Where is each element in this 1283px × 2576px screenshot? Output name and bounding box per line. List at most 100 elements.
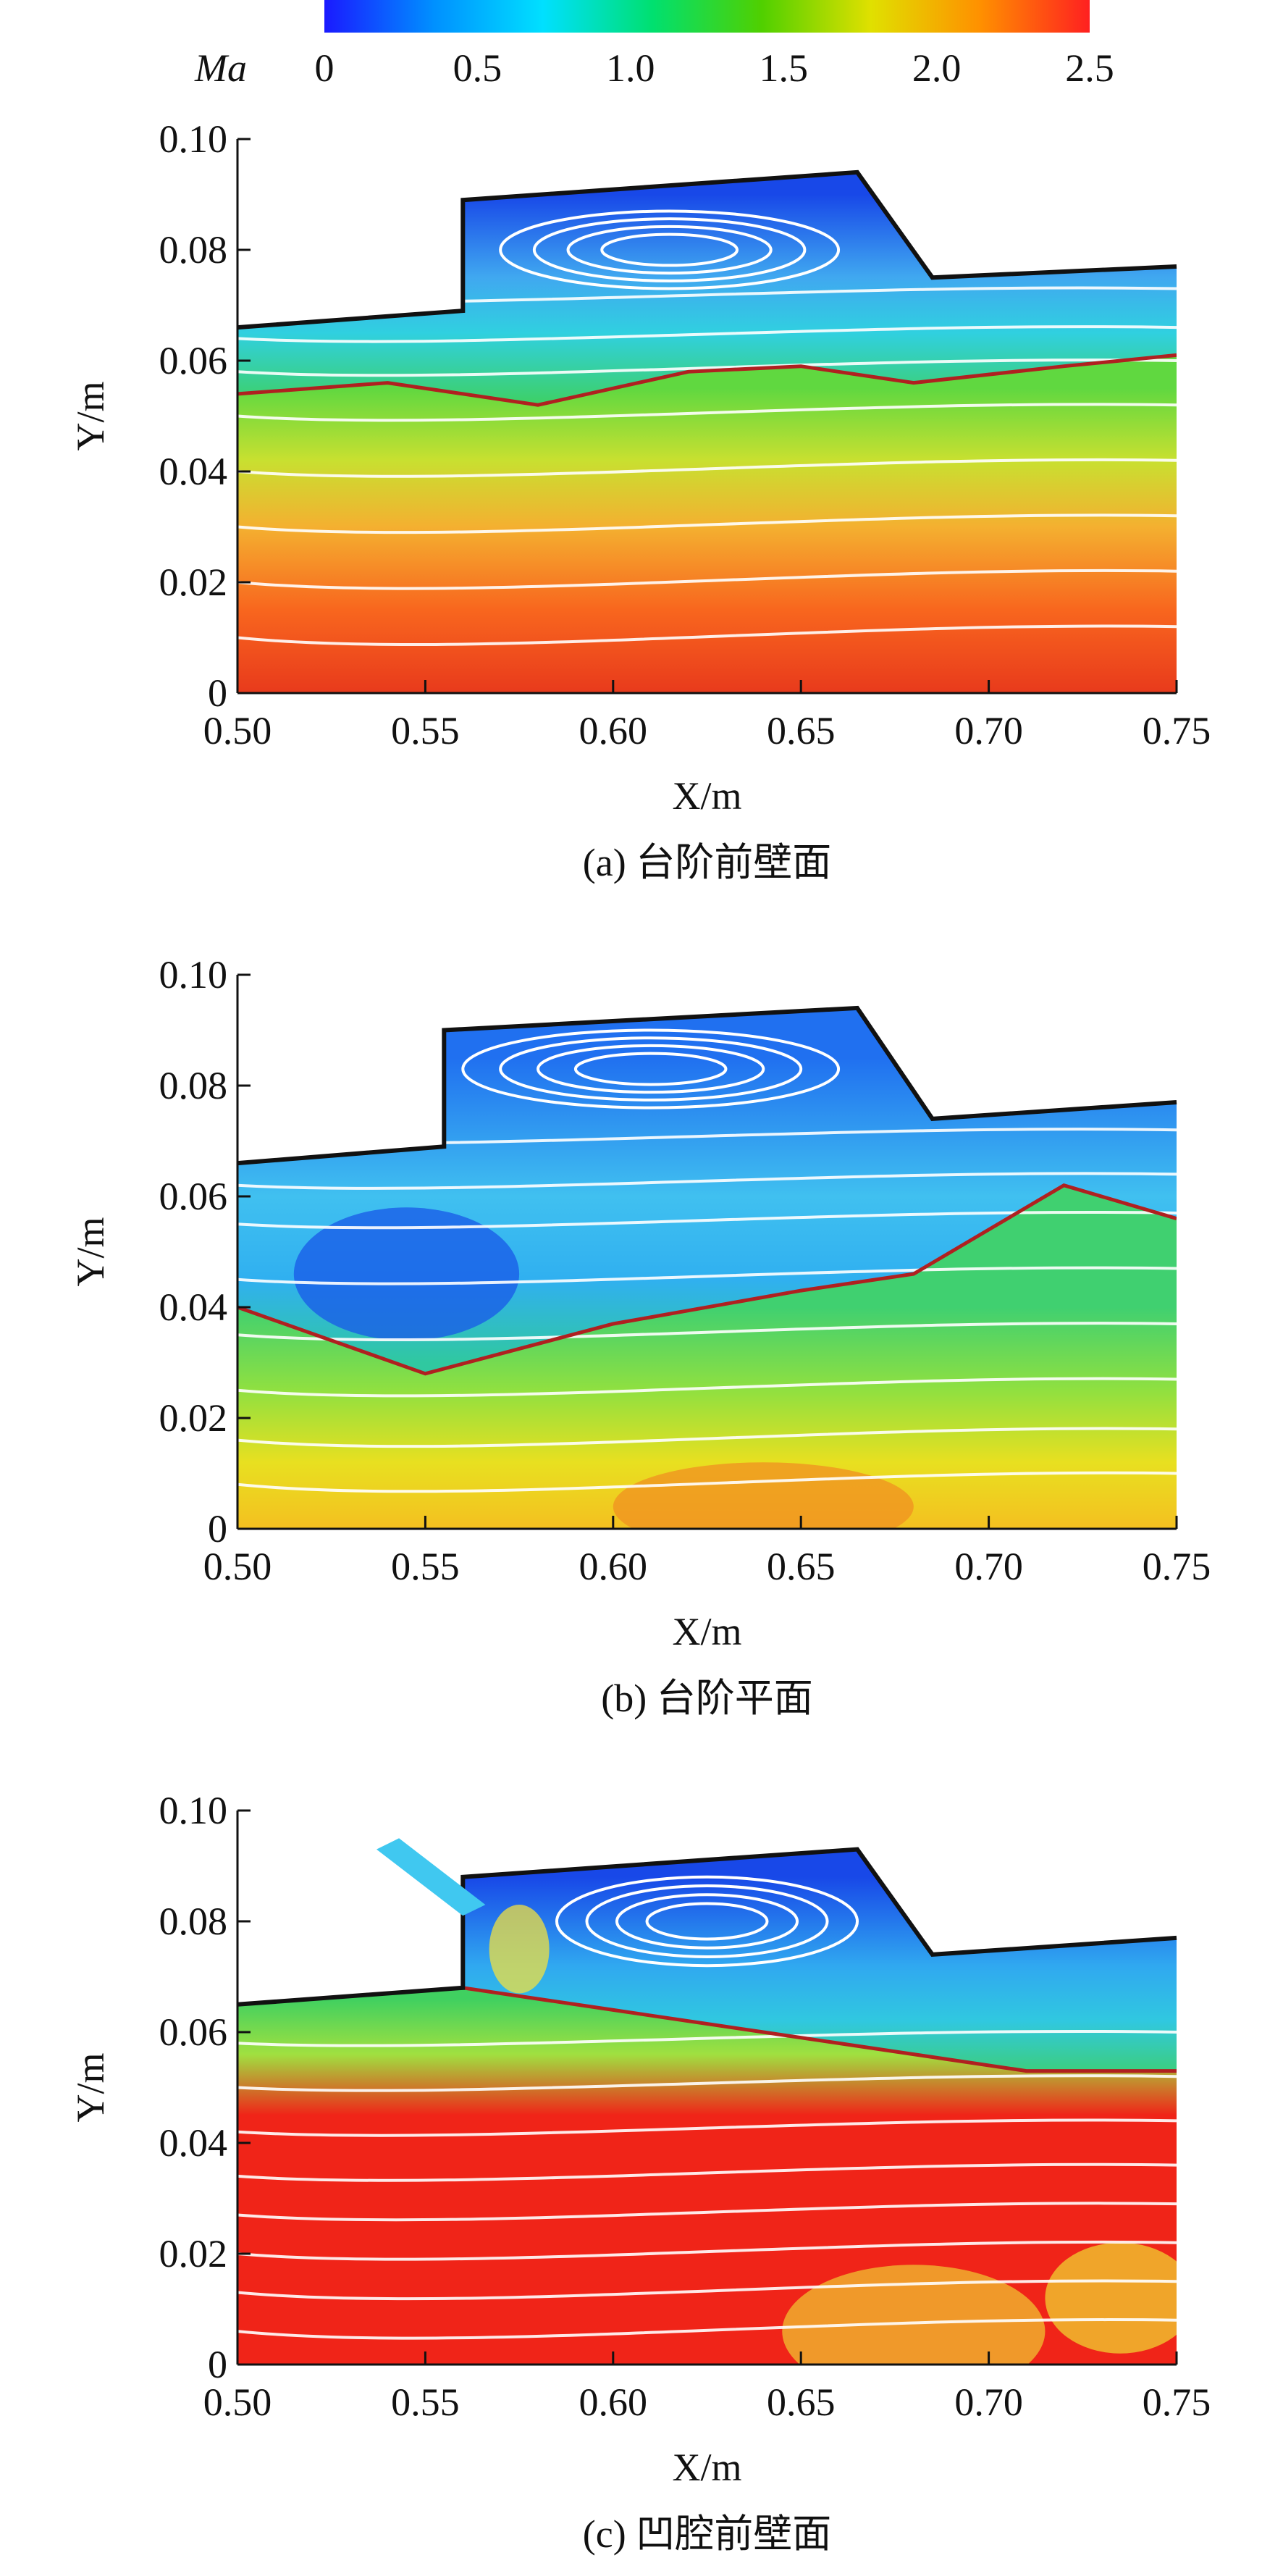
y-tick-label: 0.02 bbox=[159, 2232, 228, 2275]
streamline bbox=[237, 2162, 1177, 2182]
y-tick-label: 0.10 bbox=[159, 117, 228, 161]
streamline bbox=[237, 458, 1177, 478]
injector bbox=[377, 1838, 486, 1916]
y-tick-label: 0.10 bbox=[159, 953, 228, 997]
vortex-streamline bbox=[532, 217, 807, 282]
caption: (a) 台阶前壁面 bbox=[583, 841, 831, 884]
y-tick-label: 0 bbox=[208, 671, 227, 715]
sonic-line bbox=[237, 353, 1177, 407]
x-axis-label: X/m bbox=[672, 774, 741, 818]
colorbar-label: Ma bbox=[194, 46, 247, 90]
y-axis-label: Y/m bbox=[69, 381, 112, 450]
vortex-streamline bbox=[555, 1875, 859, 1968]
streamline bbox=[237, 513, 1177, 534]
y-tick-label: 0.06 bbox=[159, 1175, 228, 1218]
caption: (b) 台阶平面 bbox=[601, 1677, 812, 1720]
colorbar-tick-label: 1.5 bbox=[759, 46, 808, 90]
streamline bbox=[237, 2240, 1177, 2261]
streamline bbox=[237, 358, 1177, 377]
vortex-streamline bbox=[499, 1036, 803, 1102]
x-tick-label: 0.75 bbox=[1143, 709, 1211, 752]
streamline bbox=[237, 1377, 1177, 1398]
flow-field bbox=[237, 1007, 1177, 1529]
vortex-streamline bbox=[600, 232, 739, 267]
x-tick-label: 0.75 bbox=[1143, 1545, 1211, 1588]
streamline bbox=[237, 2118, 1177, 2137]
x-tick-label: 0.60 bbox=[579, 709, 648, 752]
y-tick-label: 0.10 bbox=[159, 1789, 228, 1832]
colorbar-tick-label: 0 bbox=[315, 46, 335, 90]
hot-region bbox=[237, 1185, 1177, 1529]
vortex-streamline bbox=[615, 1893, 799, 1950]
streamline bbox=[237, 403, 1177, 422]
streamline bbox=[237, 1211, 1177, 1230]
y-tick-label: 0.02 bbox=[159, 1396, 228, 1440]
y-axis-label: Y/m bbox=[69, 2052, 112, 2122]
wall bbox=[237, 169, 1177, 330]
y-tick-label: 0.08 bbox=[159, 1064, 228, 1107]
vortex-streamline bbox=[537, 1044, 765, 1094]
vortex-streamline bbox=[461, 1028, 841, 1109]
streamline bbox=[237, 2318, 1177, 2340]
streamline bbox=[237, 1471, 1177, 1493]
y-tick-label: 0.06 bbox=[159, 2010, 228, 2054]
vortex-streamline bbox=[645, 1902, 769, 1941]
flow-blob bbox=[293, 1207, 520, 1341]
y-axis-label: Y/m bbox=[69, 1217, 112, 1286]
x-tick-label: 0.70 bbox=[954, 2380, 1023, 2424]
flow-blob bbox=[489, 1905, 550, 1994]
x-tick-label: 0.65 bbox=[767, 1545, 836, 1588]
streamline bbox=[237, 2029, 1177, 2047]
y-tick-label: 0.02 bbox=[159, 561, 228, 604]
x-axis-label: X/m bbox=[672, 2446, 741, 2489]
sonic-line bbox=[462, 1986, 1177, 2073]
wall bbox=[237, 1847, 1177, 2007]
vortex-streamline bbox=[573, 1052, 728, 1086]
x-tick-label: 0.75 bbox=[1143, 2380, 1211, 2424]
flow-field bbox=[237, 1849, 1177, 2365]
streamline bbox=[237, 1322, 1177, 1342]
vortex-streamline bbox=[585, 1884, 829, 1958]
y-tick-label: 0.08 bbox=[159, 228, 228, 272]
streamline bbox=[237, 1427, 1177, 1448]
streamline bbox=[237, 1266, 1177, 1285]
x-tick-label: 0.50 bbox=[203, 709, 272, 752]
x-tick-label: 0.60 bbox=[579, 1545, 648, 1588]
vortex-streamline bbox=[566, 225, 773, 275]
flow-field bbox=[237, 172, 1177, 693]
y-tick-label: 0.08 bbox=[159, 1900, 228, 1943]
y-tick-label: 0.06 bbox=[159, 339, 228, 382]
flow-blob bbox=[613, 1462, 914, 1529]
y-tick-label: 0 bbox=[208, 1507, 227, 1551]
colorbar-tick-label: 0.5 bbox=[453, 46, 502, 90]
x-tick-label: 0.70 bbox=[954, 1545, 1023, 1588]
streamline bbox=[237, 1172, 1177, 1190]
x-tick-label: 0.55 bbox=[391, 2380, 460, 2424]
flow-blob bbox=[1045, 2242, 1177, 2354]
x-axis-label: X/m bbox=[672, 1610, 741, 1653]
y-tick-label: 0.04 bbox=[159, 450, 228, 493]
flow-blob bbox=[782, 2265, 1046, 2365]
y-tick-label: 0.04 bbox=[159, 2121, 228, 2165]
streamline bbox=[237, 2074, 1177, 2092]
x-tick-label: 0.65 bbox=[767, 709, 836, 752]
streamline bbox=[237, 2202, 1177, 2222]
colorbar bbox=[324, 0, 1090, 33]
streamline bbox=[237, 569, 1177, 590]
x-tick-label: 0.55 bbox=[391, 709, 460, 752]
x-tick-label: 0.60 bbox=[579, 2380, 648, 2424]
streamline bbox=[237, 624, 1177, 647]
y-tick-label: 0 bbox=[208, 2343, 227, 2386]
x-tick-label: 0.50 bbox=[203, 2380, 272, 2424]
x-tick-label: 0.70 bbox=[954, 709, 1023, 752]
sonic-line bbox=[237, 1183, 1177, 1376]
x-tick-label: 0.55 bbox=[391, 1545, 460, 1588]
colorbar-tick-label: 2.5 bbox=[1065, 46, 1114, 90]
streamline bbox=[237, 2279, 1177, 2301]
x-tick-label: 0.50 bbox=[203, 1545, 272, 1588]
caption: (c) 凹腔前壁面 bbox=[583, 2512, 831, 2556]
y-tick-label: 0.04 bbox=[159, 1285, 228, 1329]
vortex-streamline bbox=[499, 209, 841, 290]
